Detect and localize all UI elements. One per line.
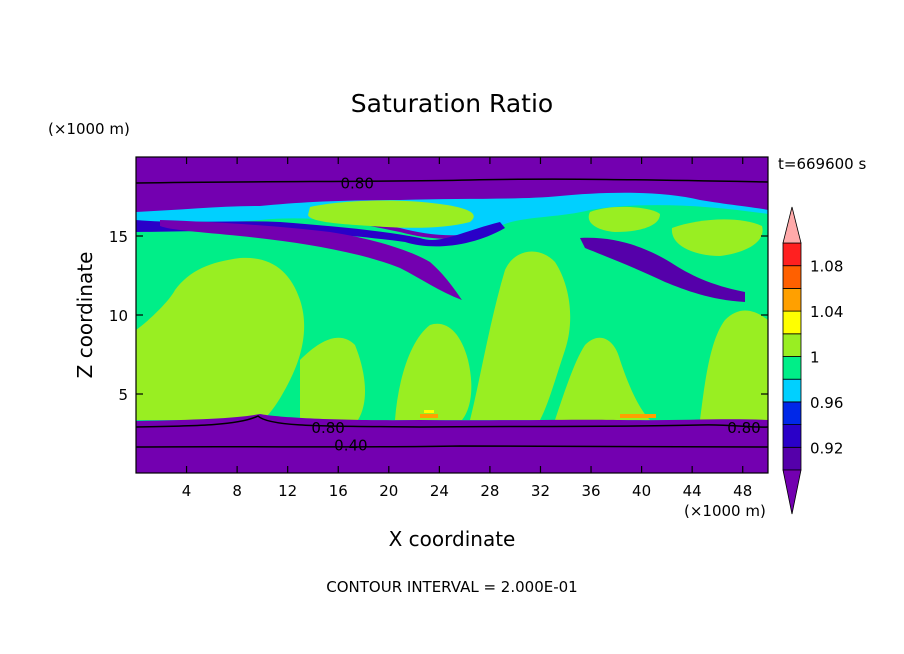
plot-area	[136, 157, 768, 473]
contour-label: 0.80	[727, 419, 760, 437]
x-tick-label: 28	[480, 482, 499, 500]
x-tick-label: 48	[733, 482, 752, 500]
supersat-column-6	[700, 310, 768, 420]
contour-line-lower-080	[136, 415, 768, 428]
contour-label: 0.40	[334, 437, 367, 455]
upper-dry-layer	[136, 157, 768, 239]
colorbar-tick-label: 1.04	[810, 303, 843, 321]
lower-dry-layer	[136, 414, 768, 473]
supersat-column-1	[136, 257, 305, 420]
contour-line-upper-080	[136, 178, 768, 184]
x-axis-label: X coordinate	[389, 527, 516, 551]
y-axis-label: Z coordinate	[73, 252, 97, 379]
colorbar-bin	[782, 424, 802, 448]
x-tick-label: 40	[632, 482, 651, 500]
footer-text: CONTOUR INTERVAL = 2.000E-01	[326, 578, 577, 596]
contour-label: 0.80	[311, 419, 344, 437]
colorbar-bin	[782, 242, 802, 267]
supersat-column-3	[395, 323, 472, 420]
supersat-column-5	[555, 337, 650, 420]
upper-dry-tongue	[160, 220, 462, 300]
colorbar: 0.92 0.96 1 1.04 1.08	[782, 206, 843, 515]
x-tick-label: 32	[531, 482, 550, 500]
x-unit-label: (×1000 m)	[684, 502, 766, 520]
chart-title: Saturation Ratio	[351, 89, 553, 118]
right-dry-tongue	[580, 237, 745, 302]
x-tick-label: 20	[379, 482, 398, 500]
y-unit-label: (×1000 m)	[48, 120, 130, 138]
warm-highlight-2	[620, 414, 656, 418]
warm-highlight-3	[424, 410, 434, 413]
colorbar-lower-extension	[782, 469, 802, 515]
y-tick-label: 10	[109, 307, 128, 325]
upper-far-right-green-patch	[671, 219, 763, 256]
x-tick-label: 12	[278, 482, 297, 500]
colorbar-tick-label: 0.92	[810, 439, 843, 457]
warm-highlight-1	[420, 414, 438, 418]
x-tick-label: 44	[683, 482, 702, 500]
supersat-column-2	[300, 337, 366, 420]
colorbar-tick-label: 0.96	[810, 394, 843, 412]
y-tick-label: 5	[118, 386, 128, 404]
contour-line-040	[136, 445, 768, 448]
colorbar-upper-extension	[782, 206, 802, 244]
x-tick-label: 16	[329, 482, 348, 500]
x-tick-label: 8	[232, 482, 242, 500]
upper-right-green-patch	[588, 206, 660, 232]
y-tick-label: 15	[109, 228, 128, 246]
colorbar-bin	[782, 333, 802, 357]
contour-label: 0.80	[340, 174, 373, 192]
time-label: t=669600 s	[778, 155, 866, 173]
colorbar-bin	[782, 401, 802, 425]
colorbar-bin	[782, 265, 802, 289]
colorbar-bin	[782, 446, 802, 471]
colorbar-bin	[782, 378, 802, 403]
colorbar-bin	[782, 310, 802, 335]
colorbar-tick-label: 1	[810, 349, 820, 367]
colorbar-tick-label: 1.08	[810, 258, 843, 276]
colorbar-bin	[782, 287, 802, 312]
colorbar-bin	[782, 356, 802, 380]
x-tick-label: 24	[430, 482, 449, 500]
x-tick-label: 36	[581, 482, 600, 500]
x-tick-label: 4	[182, 482, 192, 500]
contour-labels: 0.800.80 0.800.40	[311, 174, 760, 455]
upper-green-patch	[308, 200, 474, 228]
supersat-column-4	[470, 251, 571, 420]
